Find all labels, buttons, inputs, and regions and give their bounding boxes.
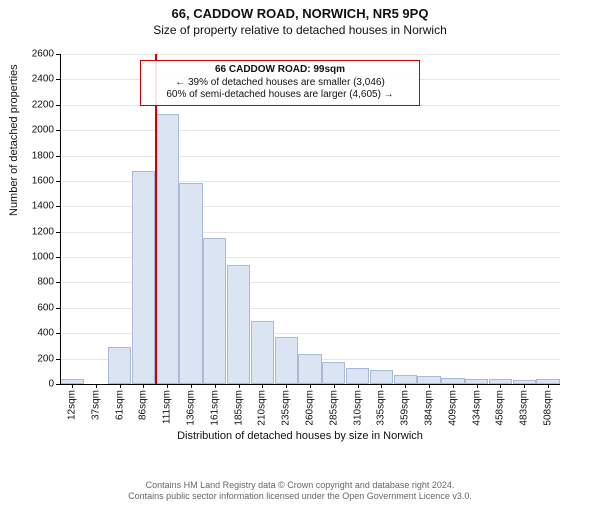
xtick-label: 508sqm xyxy=(543,390,554,426)
x-axis-label: Distribution of detached houses by size … xyxy=(0,430,600,442)
annotation-line: 60% of semi-detached houses are larger (… xyxy=(147,89,413,102)
ytick-label: 400 xyxy=(37,328,54,339)
xtick-label: 111sqm xyxy=(162,390,173,424)
ytick-label: 1800 xyxy=(32,150,54,161)
gridline xyxy=(60,156,560,157)
histogram-bar xyxy=(251,321,274,384)
histogram-bar xyxy=(394,375,417,384)
ytick-label: 2400 xyxy=(32,74,54,85)
ytick-label: 200 xyxy=(37,353,54,364)
xtick-label: 483sqm xyxy=(519,390,530,426)
xtick-label: 335sqm xyxy=(376,390,387,426)
ytick-label: 2000 xyxy=(32,125,54,136)
ytick-label: 800 xyxy=(37,277,54,288)
histogram-bar xyxy=(179,183,202,384)
annotation-box: 66 CADDOW ROAD: 99sqm← 39% of detached h… xyxy=(140,60,420,106)
ytick-label: 600 xyxy=(37,302,54,313)
page-subtitle: Size of property relative to detached ho… xyxy=(0,23,600,37)
footer-line-2: Contains public sector information licen… xyxy=(0,491,600,502)
ytick-label: 1400 xyxy=(32,201,54,212)
y-axis-label: Number of detached properties xyxy=(8,64,20,216)
ytick-label: 1000 xyxy=(32,252,54,263)
xtick-label: 285sqm xyxy=(328,390,339,426)
x-axis-line xyxy=(60,384,560,385)
xtick-label: 235sqm xyxy=(281,390,292,426)
histogram-bar xyxy=(275,337,298,384)
histogram-bar xyxy=(203,238,226,384)
chart-area: 0200400600800100012001400160018002000220… xyxy=(60,54,560,384)
histogram-bar xyxy=(370,370,393,384)
xtick-label: 12sqm xyxy=(66,390,77,420)
annotation-line: ← 39% of detached houses are smaller (3,… xyxy=(147,77,413,90)
xtick-label: 136sqm xyxy=(185,390,196,426)
ytick-label: 1200 xyxy=(32,226,54,237)
histogram-bar xyxy=(298,354,321,384)
ytick-label: 2600 xyxy=(32,49,54,60)
xtick-label: 384sqm xyxy=(424,390,435,426)
histogram-bar xyxy=(132,171,155,384)
ytick-label: 0 xyxy=(48,379,54,390)
histogram-bar xyxy=(417,376,440,384)
histogram-bar xyxy=(346,368,369,385)
xtick-label: 161sqm xyxy=(209,390,220,426)
footer-note: Contains HM Land Registry data © Crown c… xyxy=(0,480,600,502)
xtick-label: 409sqm xyxy=(447,390,458,426)
xtick-label: 61sqm xyxy=(114,390,125,420)
xtick-label: 458sqm xyxy=(495,390,506,426)
histogram-bar xyxy=(108,347,131,384)
ytick-label: 1600 xyxy=(32,175,54,186)
xtick-label: 310sqm xyxy=(352,390,363,426)
ytick-label: 2200 xyxy=(32,99,54,110)
histogram-plot: 0200400600800100012001400160018002000220… xyxy=(60,54,560,384)
xtick-label: 185sqm xyxy=(233,390,244,426)
xtick-label: 434sqm xyxy=(471,390,482,426)
xtick-label: 359sqm xyxy=(400,390,411,426)
xtick-label: 210sqm xyxy=(257,390,268,426)
gridline xyxy=(60,130,560,131)
histogram-bar xyxy=(322,362,345,384)
footer-line-1: Contains HM Land Registry data © Crown c… xyxy=(0,480,600,491)
annotation-line: 66 CADDOW ROAD: 99sqm xyxy=(147,64,413,77)
histogram-bar xyxy=(155,114,178,384)
page-title: 66, CADDOW ROAD, NORWICH, NR5 9PQ xyxy=(0,6,600,21)
histogram-bar xyxy=(227,265,250,384)
xtick-label: 86sqm xyxy=(138,390,149,420)
xtick-label: 37sqm xyxy=(90,390,101,420)
y-axis-line xyxy=(60,54,61,384)
gridline xyxy=(60,54,560,55)
xtick-label: 260sqm xyxy=(305,390,316,426)
